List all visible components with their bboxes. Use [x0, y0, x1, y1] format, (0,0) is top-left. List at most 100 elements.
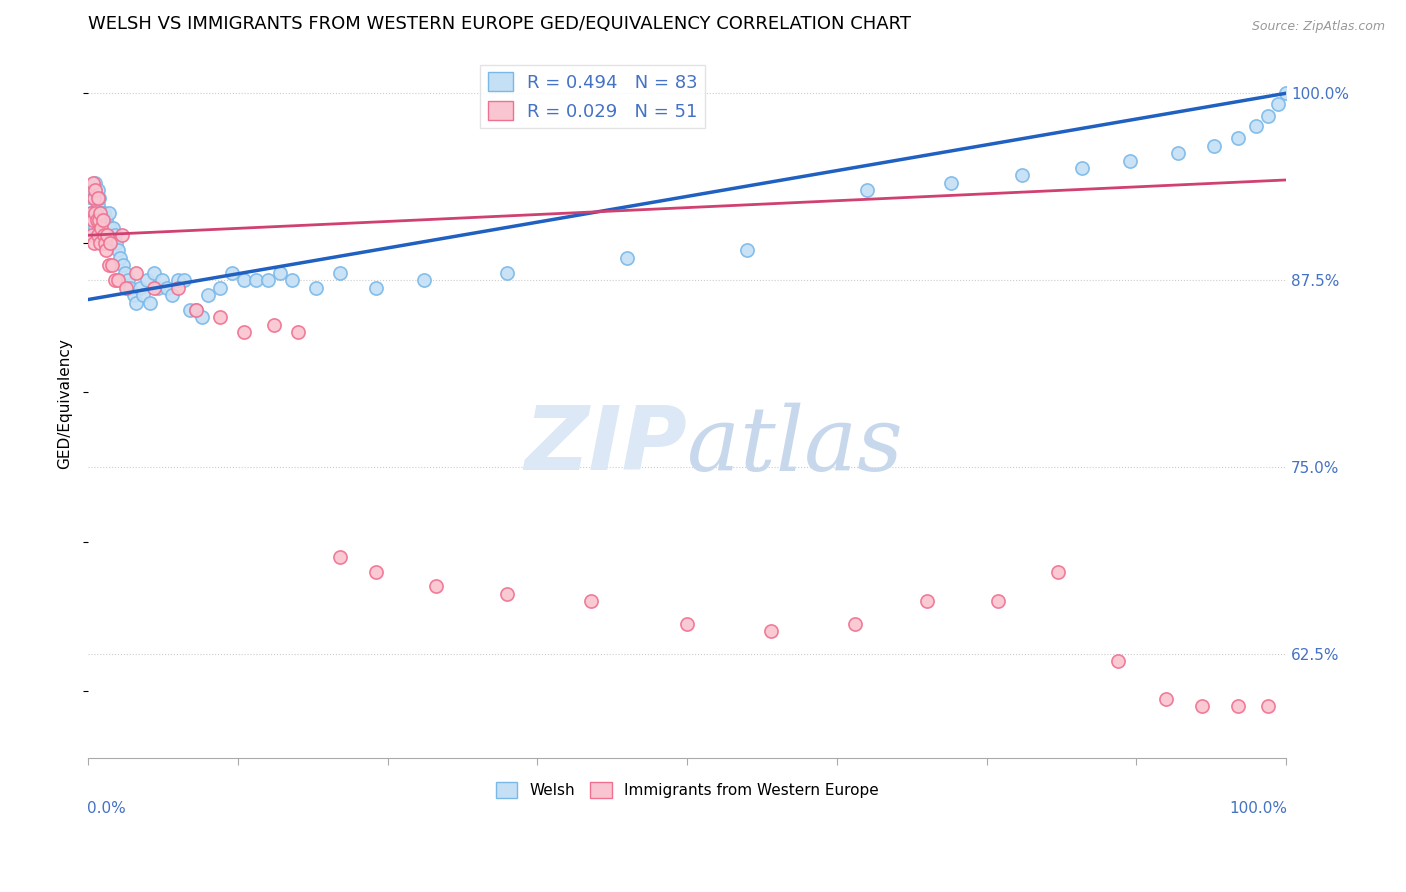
Point	[110, 251, 132, 265]
Point	[104, 235, 127, 250]
Point	[939, 176, 962, 190]
Point	[90, 235, 112, 250]
Point	[146, 280, 169, 294]
Point	[83, 191, 105, 205]
Point	[987, 594, 1010, 608]
Point	[83, 206, 105, 220]
Point	[496, 587, 519, 601]
Point	[97, 258, 120, 272]
Point	[83, 191, 105, 205]
Point	[208, 280, 231, 294]
Point	[107, 273, 129, 287]
Point	[1257, 699, 1279, 714]
Point	[87, 213, 110, 227]
Point	[143, 266, 166, 280]
Point	[184, 303, 207, 318]
Point	[173, 273, 195, 287]
Point	[221, 266, 243, 280]
Point	[329, 266, 352, 280]
Point	[82, 213, 104, 227]
Point	[364, 280, 387, 294]
Point	[232, 273, 254, 287]
Point	[1191, 699, 1213, 714]
Point	[84, 220, 107, 235]
Point	[139, 295, 162, 310]
Point	[97, 206, 120, 220]
Text: atlas: atlas	[688, 402, 903, 490]
Point	[1107, 654, 1129, 668]
Point	[135, 273, 157, 287]
Point	[1047, 565, 1070, 579]
Point	[125, 295, 148, 310]
Text: 0.0%: 0.0%	[87, 801, 125, 816]
Point	[79, 206, 101, 220]
Point	[86, 213, 108, 227]
Point	[1227, 131, 1250, 145]
Point	[94, 235, 117, 250]
Point	[111, 228, 134, 243]
Point	[89, 206, 111, 220]
Point	[86, 213, 108, 227]
Point	[98, 220, 121, 235]
Point	[117, 273, 139, 287]
Point	[91, 213, 114, 227]
Point	[1011, 169, 1033, 183]
Point	[87, 213, 110, 227]
Point	[305, 280, 328, 294]
Point	[93, 206, 115, 220]
Point	[208, 310, 231, 325]
Point	[855, 183, 877, 197]
Point	[676, 616, 699, 631]
Point	[94, 244, 117, 258]
Point	[616, 251, 638, 265]
Point	[83, 235, 105, 250]
Point	[84, 176, 107, 190]
Point	[100, 228, 122, 243]
Point	[87, 191, 110, 205]
Point	[287, 326, 309, 340]
Point	[103, 220, 125, 235]
Point	[167, 280, 190, 294]
Point	[82, 213, 104, 227]
Point	[80, 228, 103, 243]
Point	[89, 206, 111, 220]
Text: ZIP: ZIP	[524, 402, 688, 490]
Point	[87, 198, 110, 212]
Point	[184, 303, 207, 318]
Point	[167, 273, 190, 287]
Point	[90, 206, 112, 220]
Point	[84, 206, 107, 220]
Point	[89, 228, 111, 243]
Point	[256, 273, 278, 287]
Point	[1267, 96, 1289, 111]
Point	[179, 303, 201, 318]
Point	[111, 258, 134, 272]
Point	[759, 624, 782, 639]
Point	[281, 273, 304, 287]
Point	[152, 273, 174, 287]
Point	[103, 228, 125, 243]
Point	[496, 266, 519, 280]
Point	[94, 213, 117, 227]
Point	[93, 228, 115, 243]
Point	[101, 258, 124, 272]
Point	[197, 288, 219, 302]
Point	[84, 183, 107, 197]
Point	[87, 183, 110, 197]
Point	[1119, 153, 1142, 168]
Point	[915, 594, 938, 608]
Point	[87, 220, 110, 235]
Point	[269, 266, 291, 280]
Point	[94, 220, 117, 235]
Point	[132, 288, 155, 302]
Text: 100.0%: 100.0%	[1229, 801, 1286, 816]
Point	[1257, 109, 1279, 123]
Point	[86, 191, 108, 205]
Point	[156, 280, 179, 294]
Point	[107, 244, 129, 258]
Point	[1154, 691, 1177, 706]
Point	[91, 213, 114, 227]
Point	[263, 318, 285, 332]
Point	[80, 191, 103, 205]
Point	[93, 228, 115, 243]
